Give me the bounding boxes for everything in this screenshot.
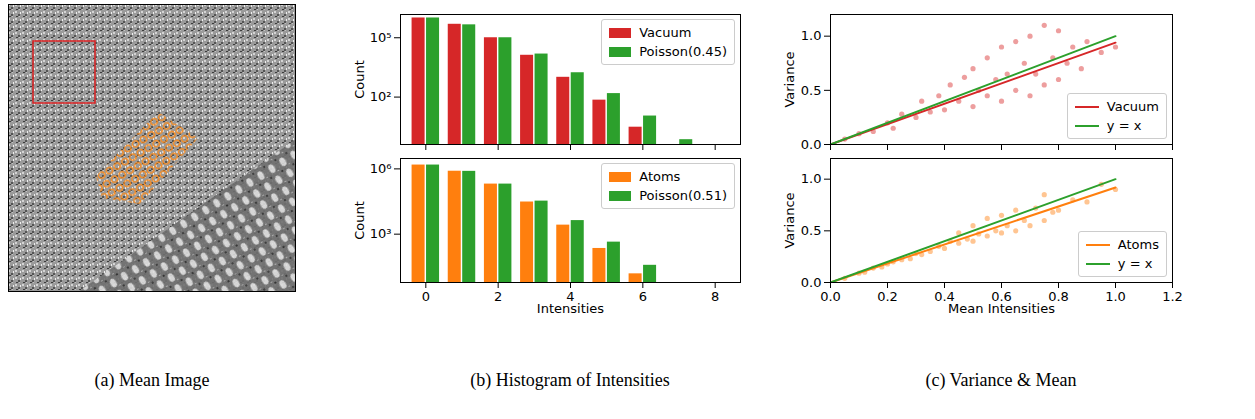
svg-text:0.5: 0.5 — [801, 223, 822, 238]
html-text:Atoms: Atoms — [639, 169, 681, 184]
svg-text:1.2: 1.2 — [1162, 289, 1183, 304]
svg-text:1.0: 1.0 — [1105, 289, 1126, 304]
html-text:y = x: y = x — [1117, 256, 1153, 271]
svg-text:8: 8 — [711, 289, 719, 304]
html-text:(c) Variance & Mean: (c) Variance & Mean — [925, 370, 1077, 390]
html-text:(b) Histogram of Intensities: (b) Histogram of Intensities — [470, 370, 670, 390]
svg-text:4: 4 — [566, 288, 575, 304]
svg-text:Variance: Variance — [782, 192, 797, 248]
html-text:Atoms: Atoms — [1117, 237, 1159, 252]
html-text:Poisson(0.51): Poisson(0.51) — [639, 188, 727, 203]
svg-text:0.4: 0.4 — [934, 288, 955, 304]
svg-text:0.0: 0.0 — [801, 275, 822, 290]
svg-text:1.0: 1.0 — [801, 28, 822, 43]
svg-text:0.6: 0.6 — [991, 288, 1012, 304]
html-text:Vacuum: Vacuum — [1106, 99, 1159, 114]
svg-text:Variance: Variance — [782, 51, 797, 107]
svg-text:0: 0 — [422, 289, 430, 304]
svg-text:Mean Intensities: Mean Intensities — [948, 301, 1055, 316]
svg-text:Intensities: Intensities — [537, 301, 604, 316]
svg-text:Count: Count — [352, 201, 367, 240]
svg-text:0.8: 0.8 — [1048, 288, 1069, 304]
svg-text:10⁶: 10⁶ — [370, 161, 392, 176]
html-text:y = x: y = x — [1106, 118, 1142, 133]
svg-text:10³: 10³ — [370, 226, 392, 241]
svg-text:10²: 10² — [370, 89, 392, 104]
svg-text:2: 2 — [494, 289, 502, 304]
svg-text:Count: Count — [352, 60, 367, 99]
svg-text:0.5: 0.5 — [801, 82, 822, 97]
svg-text:6: 6 — [639, 289, 647, 304]
svg-text:10⁵: 10⁵ — [370, 30, 392, 45]
svg-text:0.0: 0.0 — [820, 289, 841, 304]
svg-text:0.0: 0.0 — [801, 137, 822, 152]
html-text:Vacuum: Vacuum — [639, 25, 692, 40]
svg-text:0.2: 0.2 — [877, 289, 898, 304]
svg-text:1.0: 1.0 — [801, 171, 822, 186]
html-text:(a) Mean Image: (a) Mean Image — [94, 370, 210, 390]
html-text:Poisson(0.45): Poisson(0.45) — [639, 44, 727, 59]
